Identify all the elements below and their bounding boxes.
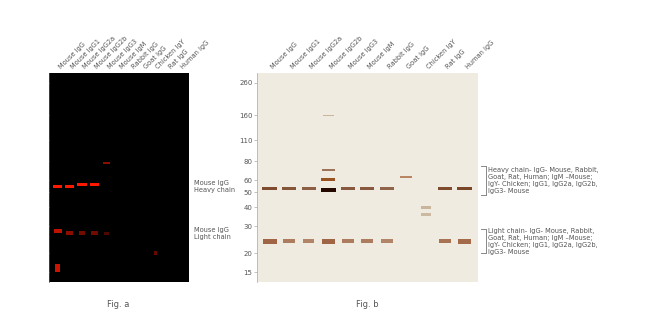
Text: Goat IgG: Goat IgG: [143, 45, 168, 70]
Text: Light chain- IgG- Mouse, Rabbit,
Goat, Rat, Human; IgM –Mouse;
IgY- Chicken; IgG: Light chain- IgG- Mouse, Rabbit, Goat, R…: [488, 228, 597, 255]
Text: Mouse IgM: Mouse IgM: [367, 41, 396, 70]
Bar: [302, 187, 316, 190]
Text: Rat IgG: Rat IgG: [168, 49, 189, 70]
Bar: [303, 239, 315, 244]
Text: Human IgG: Human IgG: [465, 39, 495, 70]
Bar: [153, 251, 157, 255]
Bar: [421, 206, 431, 209]
Bar: [282, 187, 296, 190]
Text: Mouse IgG2a: Mouse IgG2a: [309, 35, 344, 70]
Text: Mouse IgG2a: Mouse IgG2a: [82, 35, 117, 70]
Bar: [103, 162, 110, 164]
Bar: [66, 231, 73, 235]
Bar: [400, 176, 412, 178]
Bar: [360, 187, 374, 190]
Bar: [104, 232, 109, 235]
Text: Rat IgG: Rat IgG: [445, 49, 467, 70]
Bar: [421, 213, 430, 216]
Bar: [65, 185, 74, 188]
Bar: [54, 229, 62, 233]
Bar: [90, 184, 99, 186]
Text: Heavy chain- IgG- Mouse, Rabbit,
Goat, Rat, Human; IgM –Mouse;
IgY- Chicken; IgG: Heavy chain- IgG- Mouse, Rabbit, Goat, R…: [488, 167, 598, 194]
Bar: [55, 264, 60, 272]
Bar: [322, 169, 335, 171]
Text: Human IgG: Human IgG: [179, 39, 210, 70]
Bar: [166, 82, 169, 83]
Bar: [322, 239, 335, 244]
Bar: [91, 231, 98, 235]
Bar: [342, 239, 354, 244]
Text: Fig. a: Fig. a: [107, 300, 130, 309]
Bar: [321, 187, 335, 192]
Text: Chicken IgY: Chicken IgY: [155, 38, 187, 70]
Text: Mouse IgG: Mouse IgG: [58, 41, 86, 70]
Bar: [341, 187, 355, 190]
Bar: [262, 187, 278, 190]
Text: Mouse IgG
Heavy chain: Mouse IgG Heavy chain: [194, 180, 235, 193]
Bar: [53, 185, 62, 188]
Text: Chicken IgY: Chicken IgY: [426, 38, 458, 70]
Text: Mouse IgG2b: Mouse IgG2b: [328, 35, 363, 70]
Bar: [283, 239, 295, 244]
Text: Mouse IgG: Mouse IgG: [270, 41, 299, 70]
Bar: [77, 184, 86, 186]
Bar: [263, 239, 277, 244]
Text: Rabbit IgG: Rabbit IgG: [131, 41, 160, 70]
Text: Rabbit IgG: Rabbit IgG: [387, 41, 416, 70]
Bar: [457, 187, 473, 190]
Text: Mouse IgG2b: Mouse IgG2b: [94, 35, 129, 70]
Bar: [321, 178, 335, 181]
Text: Goat IgG: Goat IgG: [406, 45, 431, 70]
Bar: [380, 187, 394, 190]
Bar: [458, 239, 471, 244]
Bar: [79, 231, 85, 235]
Bar: [439, 239, 451, 244]
Bar: [361, 239, 373, 244]
Bar: [438, 187, 452, 190]
Text: Mouse IgG1: Mouse IgG1: [70, 38, 101, 70]
Text: Mouse IgG
Light chain: Mouse IgG Light chain: [194, 227, 231, 240]
Text: Mouse IgM: Mouse IgM: [118, 41, 148, 70]
Text: Mouse IgG1: Mouse IgG1: [289, 38, 321, 70]
Bar: [381, 239, 393, 244]
Text: Mouse IgG3: Mouse IgG3: [348, 38, 380, 70]
Text: Mouse IgG3: Mouse IgG3: [107, 38, 138, 70]
Text: Fig. b: Fig. b: [356, 300, 378, 309]
